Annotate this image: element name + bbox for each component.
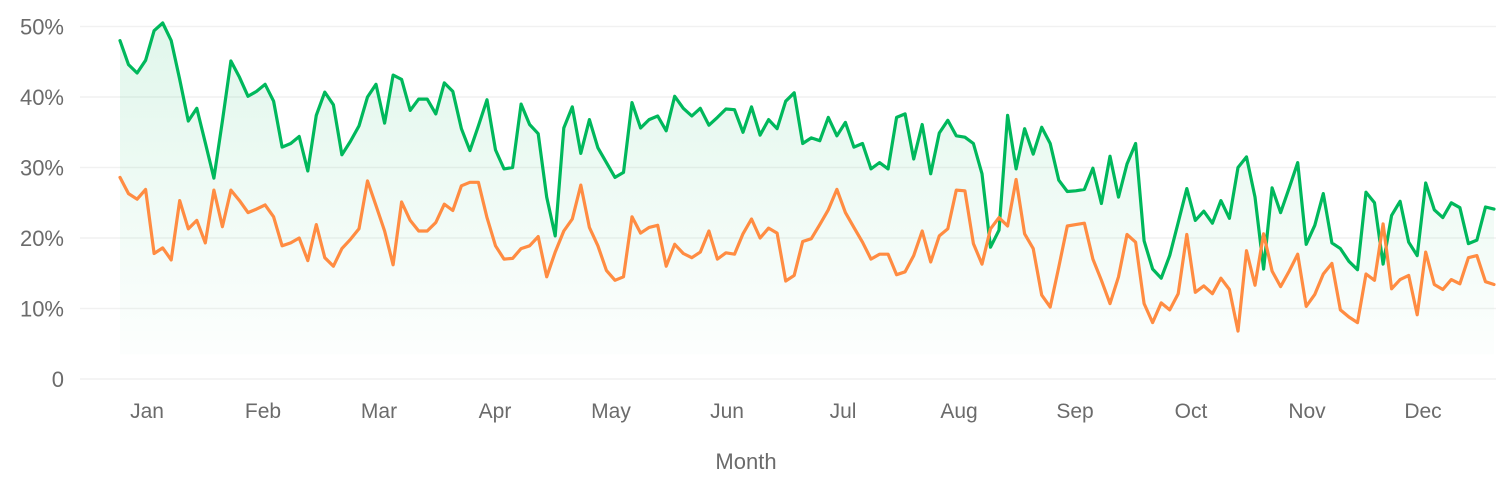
y-tick-label: 0 [52, 367, 64, 392]
x-tick-label: Jun [710, 400, 744, 423]
x-tick-label: Feb [245, 400, 281, 423]
x-tick-label: Sep [1056, 400, 1093, 423]
y-tick-label: 10% [20, 297, 64, 322]
x-tick-label: Oct [1175, 400, 1208, 423]
series-group [120, 23, 1494, 354]
x-tick-label: Aug [940, 400, 977, 423]
y-tick-label: 40% [20, 85, 64, 110]
y-axis: 0 10% 20% 30% 40% 50% [20, 15, 64, 393]
x-tick-label: Nov [1288, 400, 1326, 423]
x-tick-label: Jan [130, 400, 164, 423]
y-tick-label: 50% [20, 15, 64, 40]
y-tick-label: 20% [20, 226, 64, 251]
x-axis-title: Month [715, 449, 776, 474]
x-tick-label: May [591, 400, 631, 423]
x-tick-label: Apr [479, 400, 512, 423]
y-tick-label: 30% [20, 156, 64, 181]
x-tick-label: Mar [361, 400, 397, 423]
x-tick-label: Jul [830, 400, 857, 423]
x-axis: Jan Feb Mar Apr May Jun Jul Aug Sep Oct Nov Dec [130, 400, 1442, 423]
x-tick-label: Dec [1404, 400, 1441, 423]
